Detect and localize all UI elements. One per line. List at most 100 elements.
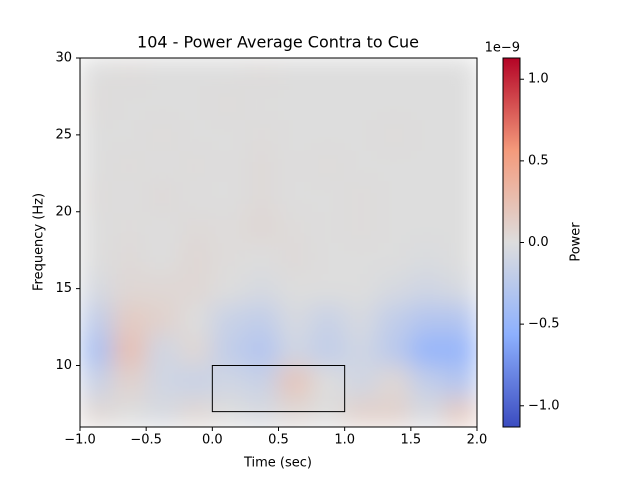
heatmap-cell [112,272,147,305]
heatmap-cell [178,58,213,90]
heatmap-cell [443,119,477,151]
heatmap-cell [344,395,379,427]
chart-title: 104 - Power Average Contra to Cue [137,33,419,52]
heatmap-cell [244,242,279,274]
heatmap-cell [211,365,246,397]
colorbar-tick-label: 1.0 [528,72,549,87]
heatmap-cell [377,303,412,336]
y-tick-label: 30 [55,51,72,66]
heatmap-cell [377,395,412,427]
heatmap-cell [443,58,477,90]
heatmap-cell [80,119,114,151]
heatmap-cell [344,303,379,336]
heatmap-cell [112,211,147,243]
heatmap-cell [410,334,445,366]
heatmap-cell [410,180,445,213]
heatmap-cell [80,88,114,120]
heatmap-cell [410,242,445,274]
heatmap-cell [443,211,477,243]
heatmap-cell [377,88,412,120]
colorbar-label: Power [569,222,584,262]
heatmap-cell [145,58,180,90]
heatmap-cell [410,119,445,151]
heatmap-cell [344,149,379,182]
heatmap-cell [80,365,114,397]
heatmap-cell [112,149,147,182]
heatmap-cell [278,149,313,182]
heatmap-cell [112,88,147,120]
heatmap-cell [410,395,445,427]
heatmap-cell [410,88,445,120]
heatmap-cell [112,334,147,366]
heatmap-cell [344,58,379,90]
heatmap-cell [145,119,180,151]
heatmap-cell [344,272,379,305]
heatmap-cell [112,119,147,151]
heatmap-cell [377,242,412,274]
foreground: −1.0 −0.5 0.0 0.5 1.0 1.5 2.0 10 15 20 25 30 −1.0 −0.… [55,51,559,448]
x-tick-label: 0.5 [268,433,289,448]
y-tick-label: 10 [55,358,72,373]
heatmap-cell [211,242,246,274]
heatmap-cell [211,211,246,243]
heatmap-cell [278,242,313,274]
heatmap-cell [377,272,412,305]
heatmap-cell [377,149,412,182]
heatmap-cell [278,180,313,213]
heatmap-cell [278,119,313,151]
heatmap-cell [311,272,346,305]
heatmap-cell [145,395,180,427]
heatmap-cell [344,334,379,366]
heatmap-cell [244,58,279,90]
heatmap-cell [145,242,180,274]
heatmap-cell [244,334,279,366]
heatmap-cell [311,242,346,274]
heatmap-cell [80,211,114,243]
heatmap-cell [278,58,313,90]
heatmap-cell [145,365,180,397]
heatmap-cell [344,88,379,120]
heatmap-cell [211,303,246,336]
heatmap-cell [112,180,147,213]
heatmap-cell [178,365,213,397]
heatmap-cell [344,242,379,274]
x-tick-label: 1.5 [400,433,421,448]
heatmap-cell [80,395,114,427]
heatmap-cell [278,88,313,120]
colorbar-tick-label: −0.5 [528,317,560,332]
heatmap-cell [244,303,279,336]
heatmap-cell [244,88,279,120]
heatmap-cell [178,88,213,120]
colorbar-tick-label: 0.0 [528,235,549,250]
heatmap-cell [178,272,213,305]
heatmap-cell [178,334,213,366]
colorbar-tick-label: 0.5 [528,153,549,168]
heatmap-cell [244,365,279,397]
heatmap-cell [178,242,213,274]
y-tick-label: 25 [55,127,72,142]
heatmap-cell [244,119,279,151]
heatmap-cell [112,303,147,336]
heatmap-cell [145,180,180,213]
heatmap-cell [80,303,114,336]
heatmap-cell [377,180,412,213]
heatmap-cell [311,149,346,182]
heatmap-cell [443,395,477,427]
heatmap-cell [80,58,114,90]
heatmap-cell [211,180,246,213]
heatmap-cell [178,149,213,182]
heatmap-cell [80,242,114,274]
colorbar-offset: 1e−9 [485,41,520,56]
heatmap-cell [311,119,346,151]
heatmap-cell [244,211,279,243]
heatmap-cell [410,149,445,182]
heatmap-cell [311,303,346,336]
heatmap-cell [178,119,213,151]
heatmap-cell [311,211,346,243]
heatmap-cell [112,365,147,397]
heatmap-cell [311,180,346,213]
heatmap-cell [211,334,246,366]
heatmap-cell [410,211,445,243]
heatmap-cell [244,149,279,182]
heatmap-cell [211,88,246,120]
